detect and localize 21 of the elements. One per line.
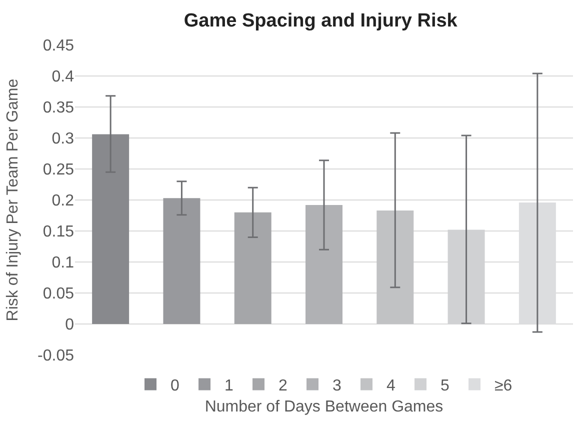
y-tick-label: 0 <box>65 316 74 334</box>
y-tick-label: 0.2 <box>52 192 74 210</box>
y-tick-label: 0.3 <box>52 130 74 148</box>
y-tick-label: -0.05 <box>38 348 74 365</box>
y-tick-label: 0.05 <box>42 286 74 303</box>
legend-label: 5 <box>440 378 450 395</box>
legend-label: 0 <box>170 378 180 395</box>
legend-label: 4 <box>386 378 396 395</box>
y-tick-label: 0.15 <box>42 224 74 241</box>
legend-label: 3 <box>332 378 342 395</box>
y-tick-label: 0.35 <box>42 100 74 117</box>
legend-label: ≥6 <box>494 378 512 395</box>
y-tick-label: 0.25 <box>42 162 74 179</box>
y-tick-label: 0.1 <box>52 254 74 272</box>
legend-label: 2 <box>278 378 288 395</box>
legend-label: 1 <box>224 378 234 395</box>
x-axis-title: Number of Days Between Games <box>204 398 444 416</box>
y-axis-title: Risk of Injury Per Team Per Game <box>4 78 22 322</box>
y-tick-label: 0.45 <box>42 38 74 55</box>
chart-title: Game Spacing and Injury Risk <box>184 10 458 32</box>
y-tick-label: 0.4 <box>52 68 74 86</box>
